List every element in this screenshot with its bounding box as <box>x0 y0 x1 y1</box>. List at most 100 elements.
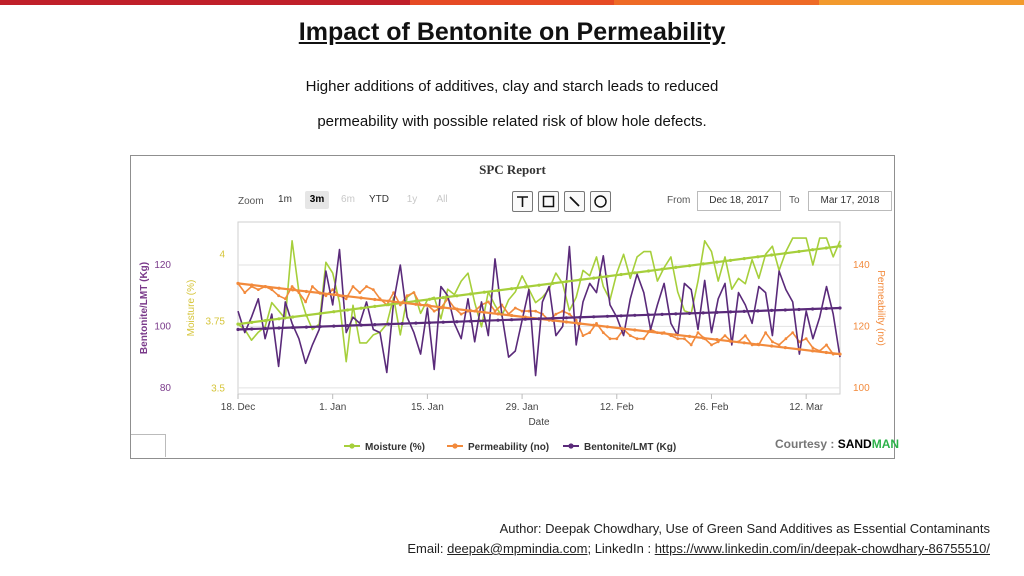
zoom-1y-button[interactable]: 1y <box>406 194 418 205</box>
from-date-input[interactable]: Dec 18, 2017 <box>697 191 781 211</box>
permeability-no-point <box>534 309 537 313</box>
bentonite-trend-marker <box>441 320 445 324</box>
zoom-all-button[interactable]: All <box>436 194 448 205</box>
permeability-trend-marker <box>332 293 336 297</box>
permeability-no-point <box>283 297 287 301</box>
permeability-no-point <box>771 340 774 344</box>
bentonite-trend-marker <box>646 313 651 317</box>
permeability-tick-label: 140 <box>853 260 870 271</box>
permeability-trend-marker <box>592 323 596 327</box>
moisture-trend-marker <box>551 281 555 285</box>
permeability-no-point <box>743 334 747 337</box>
permeability-trend-marker <box>619 326 623 330</box>
legend-item-label: Permeability (no) <box>468 442 549 453</box>
diagonal-line-icon[interactable] <box>564 191 585 212</box>
moisture-trend-marker <box>824 246 828 250</box>
permeability-no-point <box>290 285 294 288</box>
bentonite-trend-marker <box>838 306 842 310</box>
linkedin-link[interactable]: https://www.linkedin.com/in/deepak-chowd… <box>654 541 990 556</box>
bentonite-axis-title: Bentonite/LMT (Kg) <box>139 262 150 354</box>
permeability-trend-marker <box>304 289 308 294</box>
moisture-trend-marker <box>633 271 637 275</box>
zoom-ytd-button[interactable]: YTD <box>369 194 389 205</box>
permeability-trend-marker <box>510 313 514 318</box>
accent-segment <box>409 0 615 5</box>
permeability-trend-marker <box>263 285 267 289</box>
permeability-no-point <box>716 340 720 344</box>
permeability-no-point <box>554 312 558 316</box>
permeability-trend-marker <box>345 294 350 298</box>
permeability-no-point <box>574 318 578 322</box>
permeability-trend-marker <box>756 342 760 346</box>
permeability-trend-marker <box>660 331 664 335</box>
to-date-input[interactable]: Mar 17, 2018 <box>808 191 892 211</box>
email-link[interactable]: deepak@mpmindia.com <box>447 541 588 556</box>
navigator-stub[interactable] <box>131 434 166 457</box>
permeability-no-point <box>764 331 767 334</box>
bentonite-trend-marker <box>345 324 350 328</box>
legend-swatch-marker <box>452 443 458 449</box>
moisture-trend-marker <box>345 308 350 312</box>
bentonite-trend-marker <box>811 307 815 311</box>
rectangle-tool-icon[interactable] <box>538 191 559 212</box>
moisture-trend-marker <box>660 267 664 271</box>
spc-report-panel: SPC Report Zoom 1m 3m 6m YTD 1y All From… <box>130 155 895 459</box>
line-tool-icon[interactable] <box>512 191 533 212</box>
permeability-trend-marker <box>250 283 254 287</box>
zoom-6m-button[interactable]: 6m <box>341 194 355 205</box>
permeability-no-point <box>784 337 788 341</box>
moisture-trend-marker <box>236 322 240 326</box>
bentonite-trend-marker <box>400 322 404 326</box>
permeability-trend-marker <box>469 309 473 313</box>
line-tool-glyph <box>517 196 528 207</box>
moisture-trend-marker <box>619 272 623 277</box>
moisture-trend-marker <box>783 251 787 255</box>
permeability-trend-marker <box>496 312 500 316</box>
moisture-trend-marker <box>441 296 445 300</box>
moisture-trend-marker <box>537 283 541 287</box>
bentonite-trend-marker <box>291 325 295 330</box>
permeability-trend-marker <box>373 297 377 302</box>
permeability-trend-marker <box>414 302 418 306</box>
permeability-trend-marker <box>564 320 568 324</box>
to-label: To <box>789 195 800 206</box>
permeability-no-point <box>595 322 598 325</box>
legend-item-label: Moisture (%) <box>365 442 425 453</box>
moisture-trend-marker <box>687 264 692 268</box>
bentonite-trend-marker <box>510 318 514 322</box>
moisture-tick-label: 3.75 <box>206 316 226 327</box>
plot-area <box>237 221 841 395</box>
bentonite-trend-marker <box>551 316 555 320</box>
permeability-trend-marker <box>236 281 240 285</box>
permeability-no-point <box>324 294 328 298</box>
circle-tool-icon[interactable] <box>590 191 611 212</box>
bentonite-trend-marker <box>250 327 254 331</box>
email-label: Email: <box>407 541 448 556</box>
bentonite-tick-label: 120 <box>154 260 171 271</box>
permeability-trend-marker <box>427 304 432 308</box>
moisture-trend-marker <box>578 278 582 282</box>
bentonite-trend-marker <box>715 310 719 314</box>
zoom-1m-button[interactable]: 1m <box>278 194 292 205</box>
permeability-no-point <box>277 294 280 298</box>
x-tick-label: 29. Jan <box>506 402 539 413</box>
moisture-trend-marker <box>386 303 391 307</box>
permeability-no-point <box>777 343 781 347</box>
permeability-trend-marker <box>400 301 404 305</box>
zoom-3m-button[interactable]: 3m <box>305 191 329 209</box>
author-line: Author: Deepak Chowdhary, Use of Green S… <box>499 521 990 536</box>
bentonite-trend-marker <box>770 308 774 312</box>
permeability-no-point <box>527 309 531 313</box>
moisture-trend-marker <box>646 269 651 273</box>
legend-swatch-marker <box>349 443 355 449</box>
moisture-trend-marker <box>564 280 568 284</box>
bentonite-trend-marker <box>564 316 568 320</box>
diagonal-line-glyph <box>569 196 580 207</box>
permeability-no-point <box>689 343 693 347</box>
bentonite-trend-marker <box>386 322 391 326</box>
page-title: Impact of Bentonite on Permeability <box>298 18 726 46</box>
circle-tool-glyph <box>594 195 607 208</box>
permeability-no-point <box>710 343 713 347</box>
permeability-trend-marker <box>783 346 787 350</box>
permeability-tick-label: 120 <box>853 321 870 332</box>
